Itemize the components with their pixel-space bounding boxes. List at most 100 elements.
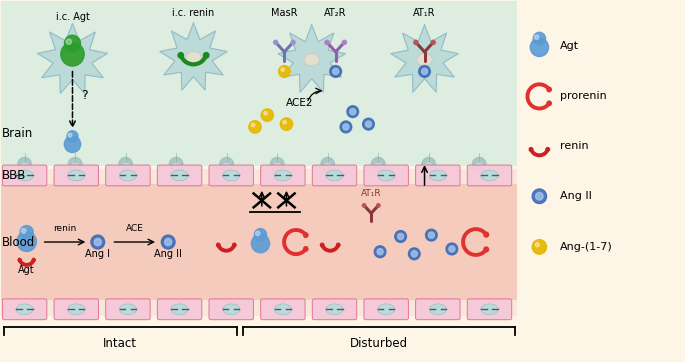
Ellipse shape (171, 304, 188, 315)
Circle shape (530, 148, 533, 151)
Circle shape (371, 157, 385, 171)
Text: BBB: BBB (2, 169, 27, 182)
Circle shape (20, 226, 34, 239)
Ellipse shape (481, 304, 498, 315)
Ellipse shape (481, 170, 498, 181)
Circle shape (256, 231, 260, 236)
Circle shape (408, 248, 420, 260)
Ellipse shape (64, 53, 80, 66)
Text: i.c. Agt: i.c. Agt (55, 12, 90, 22)
Circle shape (395, 231, 406, 243)
Circle shape (164, 239, 172, 246)
Circle shape (32, 258, 35, 261)
FancyBboxPatch shape (158, 299, 202, 320)
Circle shape (67, 131, 78, 142)
Circle shape (428, 232, 434, 238)
Circle shape (330, 66, 342, 77)
FancyBboxPatch shape (3, 165, 47, 186)
FancyBboxPatch shape (416, 165, 460, 186)
FancyBboxPatch shape (158, 165, 202, 186)
FancyBboxPatch shape (312, 165, 357, 186)
Circle shape (178, 52, 184, 58)
Circle shape (261, 109, 273, 121)
Ellipse shape (186, 51, 201, 64)
FancyBboxPatch shape (209, 165, 253, 186)
Ellipse shape (16, 170, 34, 181)
Circle shape (66, 39, 71, 45)
Text: i.c. renin: i.c. renin (173, 8, 214, 18)
FancyBboxPatch shape (54, 299, 99, 320)
Circle shape (220, 157, 234, 171)
Ellipse shape (323, 162, 332, 167)
Polygon shape (391, 25, 458, 92)
Text: renin: renin (560, 141, 588, 151)
Circle shape (325, 40, 329, 45)
Ellipse shape (68, 170, 85, 181)
Circle shape (280, 118, 292, 130)
Circle shape (431, 40, 436, 45)
Ellipse shape (425, 162, 433, 167)
Circle shape (61, 42, 84, 66)
Text: Disturbed: Disturbed (350, 337, 408, 350)
Circle shape (264, 111, 267, 115)
Circle shape (281, 68, 284, 71)
Ellipse shape (171, 170, 188, 181)
Circle shape (473, 157, 486, 171)
Circle shape (547, 101, 551, 106)
Text: ?: ? (81, 89, 88, 102)
Circle shape (340, 121, 351, 133)
Circle shape (336, 243, 340, 247)
Ellipse shape (326, 304, 343, 315)
Bar (1, 185, 516, 300)
Circle shape (321, 243, 324, 247)
Circle shape (279, 66, 290, 77)
Text: AT₁R: AT₁R (413, 8, 436, 18)
Ellipse shape (274, 304, 292, 315)
FancyBboxPatch shape (54, 165, 99, 186)
Circle shape (377, 204, 380, 207)
Bar (1, 1, 516, 166)
Circle shape (333, 68, 338, 75)
Text: Agt: Agt (18, 265, 35, 274)
Circle shape (95, 239, 101, 246)
Ellipse shape (273, 162, 282, 167)
FancyBboxPatch shape (105, 165, 150, 186)
Circle shape (321, 157, 334, 171)
Polygon shape (278, 25, 345, 92)
Ellipse shape (68, 304, 85, 315)
FancyBboxPatch shape (105, 299, 150, 320)
Circle shape (216, 243, 220, 247)
Circle shape (251, 123, 255, 127)
Text: Blood: Blood (2, 236, 36, 249)
FancyBboxPatch shape (416, 299, 460, 320)
Circle shape (249, 121, 261, 133)
Text: Ang II: Ang II (154, 249, 182, 259)
Circle shape (273, 40, 278, 45)
Ellipse shape (417, 54, 432, 66)
Ellipse shape (377, 170, 395, 181)
Circle shape (422, 157, 436, 171)
Circle shape (362, 118, 374, 130)
Circle shape (251, 234, 270, 253)
Circle shape (484, 247, 488, 252)
Circle shape (419, 66, 430, 77)
Ellipse shape (21, 162, 29, 167)
Text: Agt: Agt (560, 41, 579, 51)
Circle shape (546, 148, 549, 151)
Circle shape (534, 35, 539, 39)
Circle shape (347, 106, 358, 118)
Circle shape (532, 240, 547, 254)
Ellipse shape (377, 304, 395, 315)
Circle shape (530, 38, 549, 56)
Ellipse shape (374, 162, 382, 167)
Ellipse shape (119, 304, 136, 315)
Ellipse shape (223, 304, 240, 315)
Text: ACE: ACE (126, 224, 144, 233)
Circle shape (535, 243, 539, 247)
Text: Intact: Intact (103, 337, 137, 350)
Ellipse shape (429, 170, 447, 181)
Circle shape (366, 121, 371, 127)
FancyBboxPatch shape (364, 165, 408, 186)
Polygon shape (160, 23, 227, 90)
Circle shape (64, 35, 80, 51)
